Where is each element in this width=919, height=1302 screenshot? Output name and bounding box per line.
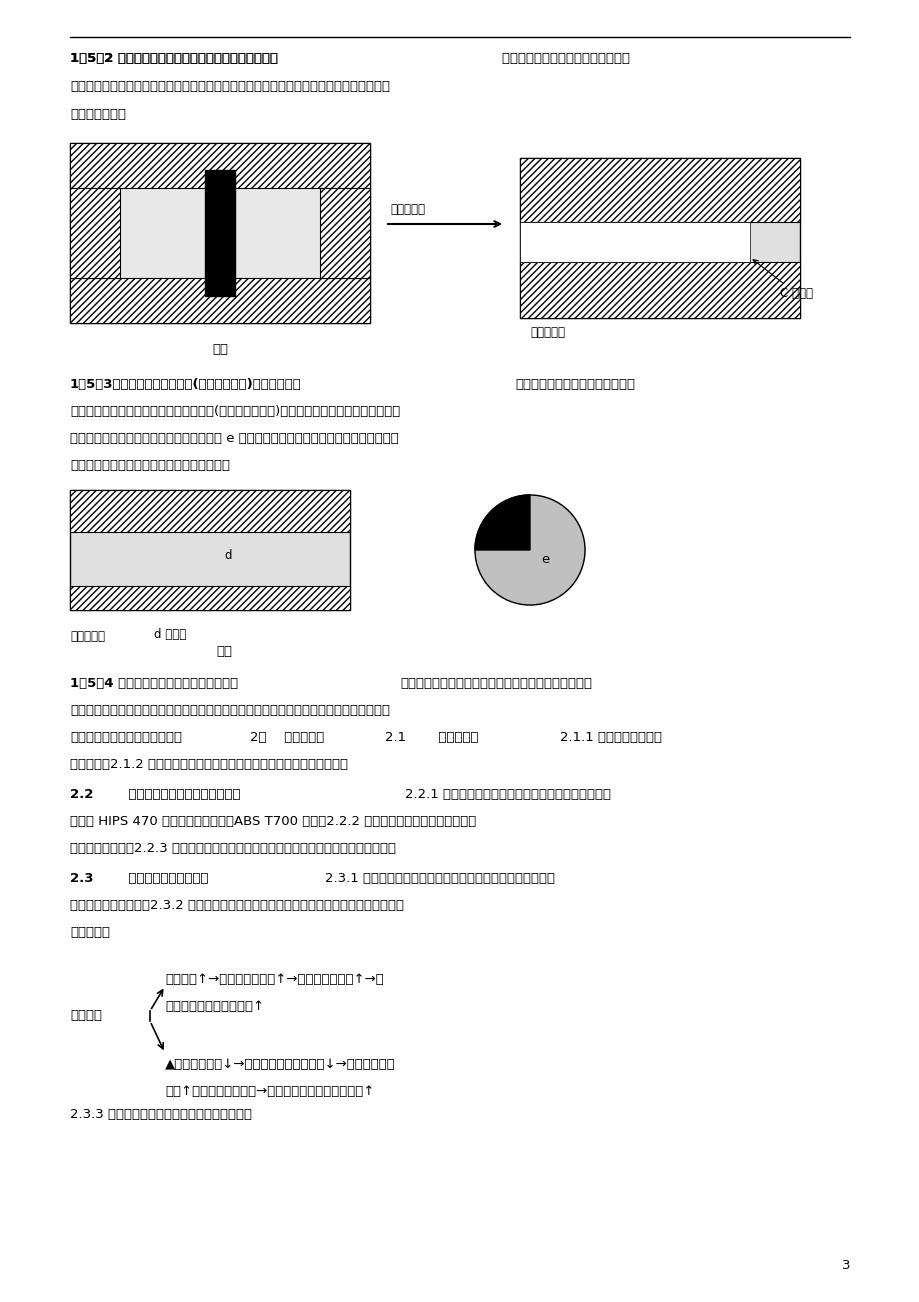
Text: 1．5．4 产品内应力集中处受环境因素作用: 1．5．4 产品内应力集中处受环境因素作用 bbox=[70, 677, 238, 690]
Text: 变形，如图六。: 变形，如图六。 bbox=[70, 108, 126, 121]
Text: 高度取向等），其受化学物质、光照、浸湿、溶剂等作用，高分子链容易被破坏（收缩或断: 高度取向等），其受化学物质、光照、浸湿、溶剂等作用，高分子链容易被破坏（收缩或断 bbox=[70, 704, 390, 717]
Bar bbox=[70, 490, 349, 533]
Text: 1．5．2 前模大镶件分型面发生永久变形产生白线分析: 1．5．2 前模大镶件分型面发生永久变形产生白线分析 bbox=[70, 52, 278, 65]
Text: 下突然进入大气压力，塑件内层挤压外层(因残余应力作用)，在脱模的一瞬间，暴露在大气压: 下突然进入大气压力，塑件内层挤压外层(因残余应力作用)，在脱模的一瞬间，暴露在大… bbox=[70, 405, 400, 418]
Bar bbox=[70, 490, 349, 611]
Polygon shape bbox=[474, 495, 529, 549]
Bar bbox=[70, 279, 369, 323]
Text: 白线的改善: 白线的改善 bbox=[275, 730, 323, 743]
Bar bbox=[519, 262, 800, 318]
Text: 胶件过饱。: 胶件过饱。 bbox=[70, 926, 110, 939]
Text: 2.3.3 改进产品设计，避免尖角。如下图（九）: 2.3.3 改进产品设计，避免尖角。如下图（九） bbox=[70, 1108, 252, 1121]
Text: 3: 3 bbox=[841, 1259, 849, 1272]
Text: 应力集中处是产品最薄弱的环节（如尖角、熔接不好、: 应力集中处是产品最薄弱的环节（如尖角、熔接不好、 bbox=[400, 677, 591, 690]
Bar bbox=[519, 223, 749, 262]
Text: 图六: 图六 bbox=[211, 342, 228, 355]
Text: 受所要求锁模力。2.2.3 适当升高模温，加大高聚物分子间距离，使胶件压缩程度增大。: 受所要求锁模力。2.2.3 适当升高模温，加大高聚物分子间距离，使胶件压缩程度增… bbox=[70, 842, 395, 855]
Bar bbox=[205, 171, 234, 296]
Text: 胶件周边残余应力过大: 胶件周边残余应力过大 bbox=[110, 872, 209, 885]
Text: 前模左半图: 前模左半图 bbox=[70, 630, 105, 643]
Text: C 处变形: C 处变形 bbox=[753, 259, 812, 301]
Text: d 处放大: d 处放大 bbox=[153, 628, 186, 641]
Text: 脱模过程中，胶件外层从残余应力: 脱模过程中，胶件外层从残余应力 bbox=[515, 378, 634, 391]
Text: 2、: 2、 bbox=[250, 730, 267, 743]
Text: ▲分子链间距离↓→胶件能承受的压缩程度↓→脱模时胶件受: ▲分子链间距离↓→胶件能承受的压缩程度↓→脱模时胶件受 bbox=[165, 1059, 395, 1072]
Text: 2.3: 2.3 bbox=[70, 872, 94, 885]
Text: 模具大镶件长期受压，甚至有时实际: 模具大镶件长期受压，甚至有时实际 bbox=[484, 52, 630, 65]
Text: d: d bbox=[223, 549, 232, 562]
Text: 模具胀开。2.1.2 加多撑头，使后模板不变形，避免产品碰穿位出现白线。: 模具胀开。2.1.2 加多撑头，使后模板不变形，避免产品碰穿位出现白线。 bbox=[70, 758, 347, 771]
Text: 生产中 HIPS 470 胶件产生白线较多，ABS T700 极少。2.2.2 提高模具钢材强度，使其能够承: 生产中 HIPS 470 胶件产生白线较多，ABS T700 极少。2.2.2 … bbox=[70, 815, 476, 828]
Text: 2.2: 2.2 bbox=[70, 788, 93, 801]
Text: 象，使产品密度均匀。2.3.2 产品合格基础上，减少保压、背压、调节好保压切换点，避免: 象，使产品密度均匀。2.3.2 产品合格基础上，减少保压、背压、调节好保压切换点… bbox=[70, 898, 403, 911]
Text: 2.1: 2.1 bbox=[384, 730, 405, 743]
Text: 挤压↑（因脱模力很大）→挤压力周围伴随着拉伸应力↑: 挤压↑（因脱模力很大）→挤压力周围伴随着拉伸应力↑ bbox=[165, 1085, 374, 1098]
Text: 1．5．3胶件周边残余应力过大(超过大气压力)产生白线分析: 1．5．3胶件周边残余应力过大(超过大气压力)产生白线分析 bbox=[70, 378, 301, 391]
FancyBboxPatch shape bbox=[70, 143, 369, 323]
Text: 前模左半图: 前模左半图 bbox=[529, 326, 564, 339]
Bar bbox=[70, 586, 349, 611]
Text: 压力周围伴随着拉伸应力↑: 压力周围伴随着拉伸应力↑ bbox=[165, 1000, 264, 1013]
Text: 白线之处往往是受力较大或比较薄弱的地方。: 白线之处往往是受力较大或比较薄弱的地方。 bbox=[70, 460, 230, 473]
Text: 胶件过饱: 胶件过饱 bbox=[70, 1009, 102, 1022]
Text: 锁模力超过其所能随的最大压力，则导致大镶件的永久性变形，根据模具结构，往往凹模易: 锁模力超过其所能随的最大压力，则导致大镶件的永久性变形，根据模具结构，往往凹模易 bbox=[70, 79, 390, 92]
Text: 锁模力不足: 锁模力不足 bbox=[420, 730, 478, 743]
Bar bbox=[70, 143, 369, 187]
Text: 2.1.1 加大锁模力，防止: 2.1.1 加大锁模力，防止 bbox=[560, 730, 662, 743]
Bar bbox=[320, 187, 369, 279]
Bar bbox=[519, 158, 800, 223]
Bar bbox=[70, 187, 119, 279]
Text: 残余应力↑→脱模时胶件膨胀↑→胶件受模具挤压↑→挤: 残余应力↑→脱模时胶件膨胀↑→胶件受模具挤压↑→挤 bbox=[165, 973, 383, 986]
Text: 前模大镶件分型面发生永久变形: 前模大镶件分型面发生永久变形 bbox=[110, 788, 240, 801]
Text: 2.3.1 调整入水，使产品入水趋于平衡，避免局部物料过饱现: 2.3.1 调整入水，使产品入水趋于平衡，避免局部物料过饱现 bbox=[324, 872, 554, 885]
FancyBboxPatch shape bbox=[519, 158, 800, 318]
Text: e: e bbox=[540, 553, 549, 566]
Text: 中的胶件部位迅速膨胀。如右图（八）胶件 e 处受到极大的拉应力，所以此处易出现白线。: 中的胶件部位迅速膨胀。如右图（八）胶件 e 处受到极大的拉应力，所以此处易出现白… bbox=[70, 432, 398, 445]
Text: 2.2.1 提高材料冲击强度，使胶件能承受较大的形变。: 2.2.1 提高材料冲击强度，使胶件能承受较大的形变。 bbox=[404, 788, 610, 801]
Text: 1．5．2 前模大镶件分型面发生永久变形产生白线分析: 1．5．2 前模大镶件分型面发生永久变形产生白线分析 bbox=[70, 52, 278, 65]
Circle shape bbox=[474, 495, 584, 605]
Text: 图八: 图八 bbox=[216, 644, 232, 658]
Text: 分型面变形: 分型面变形 bbox=[390, 203, 425, 216]
Text: 裂），因而易产生白线或裂纹。: 裂），因而易产生白线或裂纹。 bbox=[70, 730, 182, 743]
